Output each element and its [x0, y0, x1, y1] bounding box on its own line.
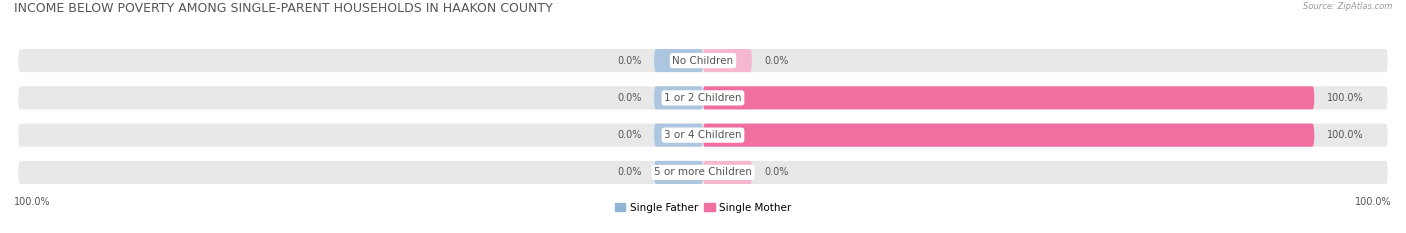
- Text: 100.0%: 100.0%: [1326, 93, 1364, 103]
- Text: 100.0%: 100.0%: [1355, 197, 1392, 207]
- Text: No Children: No Children: [672, 56, 734, 65]
- Text: 100.0%: 100.0%: [14, 197, 51, 207]
- FancyBboxPatch shape: [703, 123, 1315, 147]
- Text: 0.0%: 0.0%: [617, 168, 643, 177]
- FancyBboxPatch shape: [18, 86, 1388, 110]
- Text: Source: ZipAtlas.com: Source: ZipAtlas.com: [1302, 2, 1392, 11]
- Legend: Single Father, Single Mother: Single Father, Single Mother: [610, 198, 796, 217]
- FancyBboxPatch shape: [654, 123, 703, 147]
- Text: 5 or more Children: 5 or more Children: [654, 168, 752, 177]
- Text: 0.0%: 0.0%: [763, 56, 789, 65]
- Text: 0.0%: 0.0%: [763, 168, 789, 177]
- FancyBboxPatch shape: [654, 161, 703, 184]
- FancyBboxPatch shape: [703, 161, 752, 184]
- FancyBboxPatch shape: [654, 49, 703, 72]
- Text: 3 or 4 Children: 3 or 4 Children: [664, 130, 742, 140]
- Text: 0.0%: 0.0%: [617, 56, 643, 65]
- FancyBboxPatch shape: [703, 86, 1315, 110]
- FancyBboxPatch shape: [18, 49, 1388, 72]
- Text: 100.0%: 100.0%: [1326, 130, 1364, 140]
- FancyBboxPatch shape: [703, 49, 752, 72]
- FancyBboxPatch shape: [654, 86, 703, 110]
- FancyBboxPatch shape: [18, 161, 1388, 184]
- FancyBboxPatch shape: [18, 123, 1388, 147]
- Text: 1 or 2 Children: 1 or 2 Children: [664, 93, 742, 103]
- Text: INCOME BELOW POVERTY AMONG SINGLE-PARENT HOUSEHOLDS IN HAAKON COUNTY: INCOME BELOW POVERTY AMONG SINGLE-PARENT…: [14, 2, 553, 15]
- Text: 0.0%: 0.0%: [617, 93, 643, 103]
- Text: 0.0%: 0.0%: [617, 130, 643, 140]
